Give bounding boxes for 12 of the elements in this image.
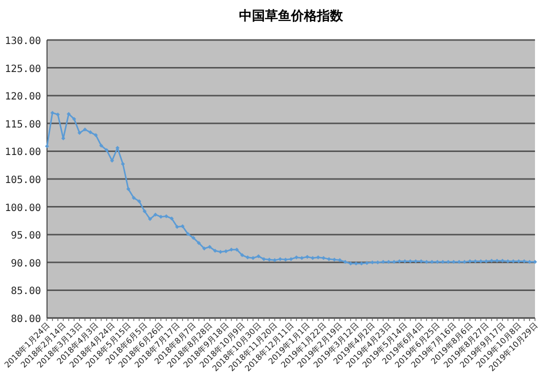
y-tick-label: 105.00 — [4, 175, 41, 186]
chart-title: 中国草鱼价格指数 — [239, 9, 344, 24]
y-tick-label: 130.00 — [4, 36, 41, 47]
y-tick-label: 80.00 — [10, 314, 41, 325]
y-tick-label: 125.00 — [4, 64, 41, 75]
y-tick-label: 115.00 — [4, 119, 41, 130]
y-tick-label: 95.00 — [10, 230, 41, 242]
y-tick-label: 100.00 — [4, 202, 41, 214]
y-tick-label: 120.00 — [4, 92, 41, 103]
y-tick-label: 90.00 — [10, 258, 41, 270]
y-tick-label: 85.00 — [10, 286, 41, 298]
y-tick-label: 110.00 — [4, 147, 41, 158]
